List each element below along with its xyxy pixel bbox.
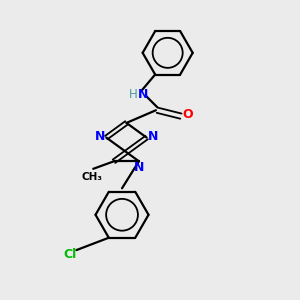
- Text: N: N: [148, 130, 158, 142]
- Text: CH₃: CH₃: [81, 172, 102, 182]
- Text: H: H: [129, 88, 138, 100]
- Text: N: N: [94, 130, 105, 142]
- Text: Cl: Cl: [64, 248, 77, 261]
- Text: N: N: [134, 161, 144, 174]
- Text: N: N: [138, 88, 148, 100]
- Text: O: O: [182, 108, 193, 121]
